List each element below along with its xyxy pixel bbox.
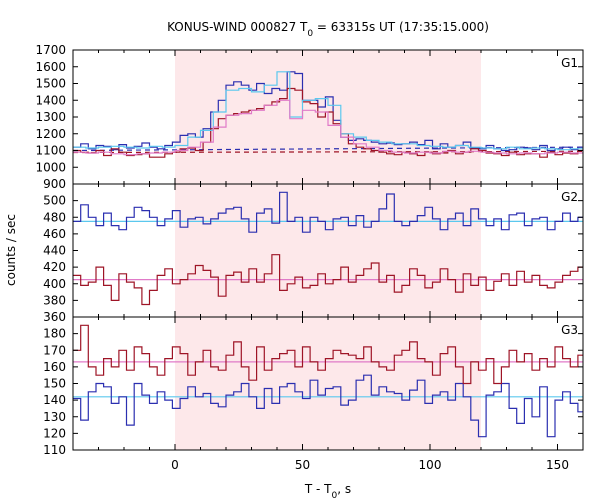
y-tick-label: 380 — [43, 293, 66, 307]
y-tick-label: 400 — [43, 277, 66, 291]
y-tick-label: 1000 — [35, 160, 66, 174]
panels: 90010001100120013001400150016001700G1360… — [35, 43, 584, 472]
x-tick-label: 150 — [546, 458, 569, 472]
y-tick-label: 170 — [43, 343, 66, 357]
y-tick-label: 120 — [43, 426, 66, 440]
y-tick-label: 1600 — [35, 60, 66, 74]
burst-interval-shade — [175, 184, 481, 317]
background-level-red — [72, 150, 584, 154]
series-red — [73, 254, 583, 306]
y-axis-label: counts / sec — [4, 214, 18, 286]
series-pink — [73, 99, 583, 156]
panel-label: G2 — [561, 190, 578, 204]
y-tick-label: 150 — [43, 377, 66, 391]
y-tick-label: 500 — [43, 194, 66, 208]
y-tick-label: 1100 — [35, 144, 66, 158]
y-tick-label: 1700 — [35, 43, 66, 57]
y-tick-label: 130 — [43, 410, 66, 424]
background-level-blue — [72, 146, 584, 152]
series-light_blue — [73, 71, 583, 151]
panel-label: G1 — [561, 56, 578, 70]
series-blue — [73, 374, 583, 438]
y-tick-label: 360 — [43, 310, 66, 324]
y-tick-label: 420 — [43, 260, 66, 274]
panel-label: G3 — [561, 323, 578, 337]
y-tick-label: 1300 — [35, 110, 66, 124]
burst-interval-shade — [175, 317, 481, 450]
x-tick-label: 50 — [295, 458, 310, 472]
x-tick-label: 0 — [171, 458, 179, 472]
panel-g2: 360 380 400 420 440 460 480 500 G2 — [43, 183, 584, 324]
panel-g3: 110 120 130 140 150 160 170 180 G3 — [43, 316, 584, 457]
series-blue — [73, 191, 583, 233]
y-tick-label: 140 — [43, 393, 66, 407]
y-tick-label: 460 — [43, 227, 66, 241]
x-tick-label: 100 — [419, 458, 442, 472]
series-red — [73, 324, 583, 385]
series-red — [73, 87, 583, 158]
y-tick-label: 900 — [43, 177, 66, 191]
y-tick-label: 440 — [43, 244, 66, 258]
x-axis-label: T - T0, s — [304, 482, 351, 500]
y-tick-label: 1500 — [35, 77, 66, 91]
chart-title: KONUS-WIND 000827 T0 = 63315s UT (17:35:… — [167, 20, 489, 39]
y-tick-label: 1200 — [35, 127, 66, 141]
y-tick-label: 160 — [43, 360, 66, 374]
panel-g1: 900 1000 1100 1200 1300 1400 1500 1600 1700 G1 — [35, 43, 584, 191]
y-tick-label: 110 — [43, 443, 66, 457]
y-tick-label: 480 — [43, 210, 66, 224]
y-tick-label: 180 — [43, 327, 66, 341]
y-tick-label: 1400 — [35, 93, 66, 107]
